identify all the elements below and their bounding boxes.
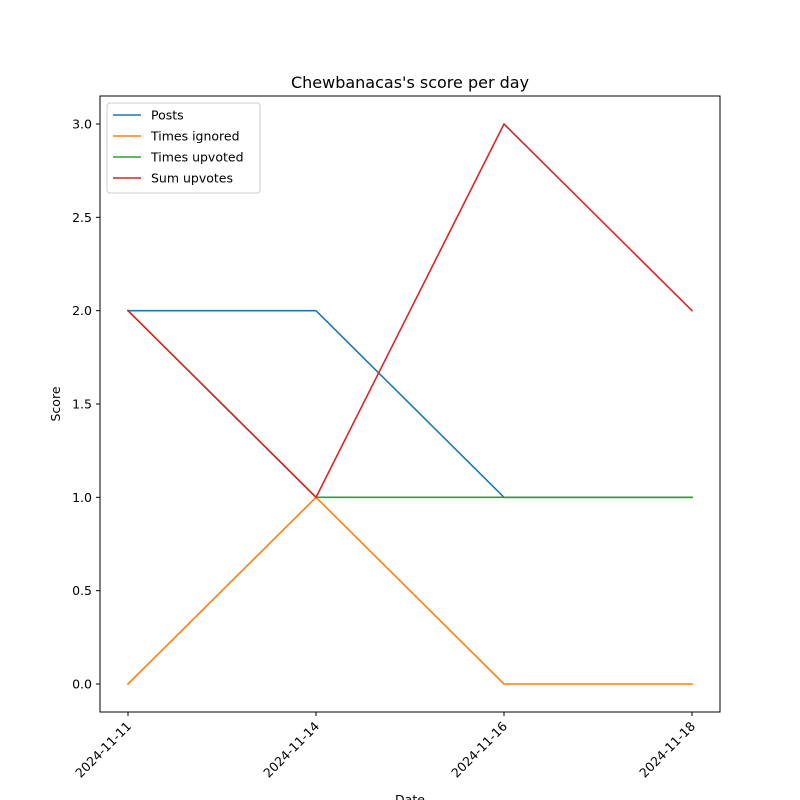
y-tick-label: 2.5: [72, 210, 92, 225]
series-line-sum-upvotes: [126, 123, 694, 499]
chart-title: Chewbanacas's score per day: [291, 73, 529, 92]
y-tick-label: 2.0: [72, 303, 92, 318]
x-axis-label: Date: [395, 792, 425, 800]
legend-label: Posts: [151, 108, 184, 123]
y-tick-label: 0.0: [72, 677, 92, 692]
y-tick-label: 0.5: [72, 583, 92, 598]
y-tick-label: 3.0: [72, 117, 92, 132]
plot-area: 0.0 0.5 1.0 1.5 2.0 2.5 3.0 2024-11-11 2024-11-1…: [72, 95, 721, 781]
y-axis-label: Score: [48, 386, 63, 421]
x-tick-label: 2024-11-11: [72, 719, 134, 781]
series-line-times-ignored: [126, 496, 693, 686]
x-tick-label: 2024-11-14: [260, 718, 322, 780]
legend-box: [106, 102, 261, 194]
legend-label: Times ignored: [150, 129, 240, 144]
x-tick-label: 2024-11-16: [448, 718, 510, 780]
y-tick-label: 1.0: [72, 490, 92, 505]
legend: Posts Times ignored Times upvoted Sum upvot…: [106, 102, 261, 194]
y-tick-label: 1.5: [72, 397, 92, 412]
legend-label: Sum upvotes: [151, 171, 233, 186]
x-tick-label: 2024-11-18: [636, 718, 698, 780]
legend-label: Times upvoted: [150, 150, 244, 165]
series-line-posts: [127, 309, 693, 499]
